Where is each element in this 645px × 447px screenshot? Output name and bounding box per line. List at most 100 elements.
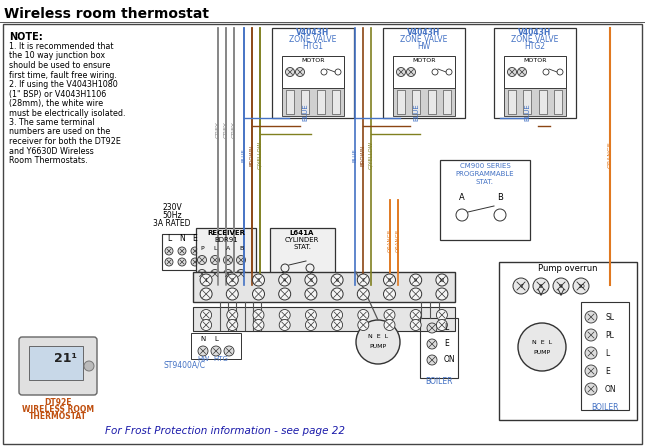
Text: 230V: 230V (162, 203, 182, 212)
Bar (332, 90, 341, 114)
Circle shape (384, 320, 395, 330)
Circle shape (437, 309, 448, 320)
Text: E: E (605, 367, 610, 375)
Text: 9: 9 (414, 278, 417, 283)
Text: ZONE VALVE: ZONE VALVE (511, 35, 559, 44)
Bar (282, 56, 344, 88)
Text: 7: 7 (362, 278, 365, 283)
Circle shape (427, 339, 437, 349)
Text: N: N (201, 336, 206, 342)
Text: 21¹: 21¹ (54, 351, 77, 364)
Text: 10: 10 (577, 283, 585, 288)
Bar (191, 333, 241, 359)
Circle shape (279, 320, 290, 330)
Text: HTG2: HTG2 (524, 42, 546, 51)
Text: B: B (497, 193, 503, 202)
Text: CYLINDER: CYLINDER (285, 237, 319, 243)
Circle shape (237, 256, 246, 265)
Text: HTG1: HTG1 (303, 42, 324, 51)
Bar (440, 160, 530, 240)
Text: BLUE: BLUE (353, 148, 357, 162)
Circle shape (406, 67, 415, 76)
Text: 6: 6 (335, 278, 339, 283)
Circle shape (227, 320, 238, 330)
Text: BLUE: BLUE (413, 103, 419, 121)
Circle shape (585, 311, 597, 323)
Circle shape (200, 288, 212, 300)
Bar (504, 56, 566, 88)
Text: ORANGE: ORANGE (388, 228, 393, 252)
Circle shape (358, 320, 369, 330)
Text: P: P (200, 246, 204, 251)
Text: C: C (310, 272, 314, 277)
Bar (272, 28, 354, 118)
Circle shape (191, 247, 199, 255)
Bar (412, 90, 421, 114)
Text: L641A: L641A (290, 230, 314, 236)
Text: STAT.: STAT. (476, 179, 494, 185)
Text: NOTE:: NOTE: (9, 32, 43, 42)
Text: For Frost Protection information - see page 22: For Frost Protection information - see p… (105, 426, 345, 436)
Bar (383, 28, 465, 118)
Bar (301, 90, 309, 114)
Text: Pump overrun: Pump overrun (538, 264, 598, 273)
Text: numbers are used on the: numbers are used on the (9, 127, 110, 136)
Text: L: L (605, 349, 610, 358)
Bar (286, 90, 293, 114)
Bar (393, 88, 455, 116)
Circle shape (553, 278, 569, 294)
Text: ORANGE: ORANGE (395, 228, 401, 252)
Text: HW: HW (197, 356, 209, 362)
Text: PUMP: PUMP (370, 345, 386, 350)
Circle shape (427, 323, 437, 333)
Text: GREY: GREY (215, 122, 221, 139)
Circle shape (200, 274, 212, 286)
Text: 8: 8 (539, 283, 543, 288)
Circle shape (410, 288, 422, 300)
Bar (508, 90, 516, 114)
FancyBboxPatch shape (19, 337, 97, 395)
Text: RECEIVER: RECEIVER (207, 230, 245, 236)
Bar (196, 228, 256, 286)
Text: V4043H: V4043H (296, 28, 330, 37)
Circle shape (224, 346, 234, 356)
Bar (494, 28, 576, 118)
Circle shape (357, 288, 370, 300)
Text: 3. The same terminal: 3. The same terminal (9, 118, 95, 127)
Text: BLUE: BLUE (524, 103, 530, 121)
Circle shape (211, 346, 221, 356)
Circle shape (357, 274, 370, 286)
Bar (162, 234, 202, 270)
Circle shape (224, 256, 232, 265)
Text: (28mm), the white wire: (28mm), the white wire (9, 99, 103, 108)
Text: WIRELESS ROOM: WIRELESS ROOM (22, 405, 94, 414)
Bar (270, 228, 335, 283)
Text: ON: ON (444, 355, 455, 364)
Text: ST9400A/C: ST9400A/C (163, 360, 205, 369)
Circle shape (585, 329, 597, 341)
Text: 3A RATED: 3A RATED (154, 219, 191, 228)
Text: BLUE: BLUE (302, 103, 308, 121)
Text: V4043H: V4043H (519, 28, 551, 37)
Text: GREY: GREY (224, 122, 228, 139)
Bar (193, 307, 455, 331)
Text: (1" BSP) or V4043H1106: (1" BSP) or V4043H1106 (9, 89, 106, 98)
Text: N  E  L: N E L (368, 334, 388, 340)
Circle shape (384, 309, 395, 320)
Circle shape (305, 309, 317, 320)
Circle shape (331, 274, 343, 286)
Circle shape (279, 309, 290, 320)
Circle shape (384, 288, 395, 300)
Text: PUMP: PUMP (533, 350, 551, 354)
Text: the 10 way junction box: the 10 way junction box (9, 51, 105, 60)
Circle shape (201, 309, 212, 320)
Circle shape (573, 278, 589, 294)
Bar (282, 88, 344, 116)
Circle shape (279, 274, 291, 286)
Text: E: E (193, 234, 197, 243)
Circle shape (224, 270, 232, 278)
Text: SL: SL (605, 312, 614, 321)
Circle shape (437, 320, 448, 330)
Bar (393, 56, 455, 88)
Bar (193, 272, 455, 302)
